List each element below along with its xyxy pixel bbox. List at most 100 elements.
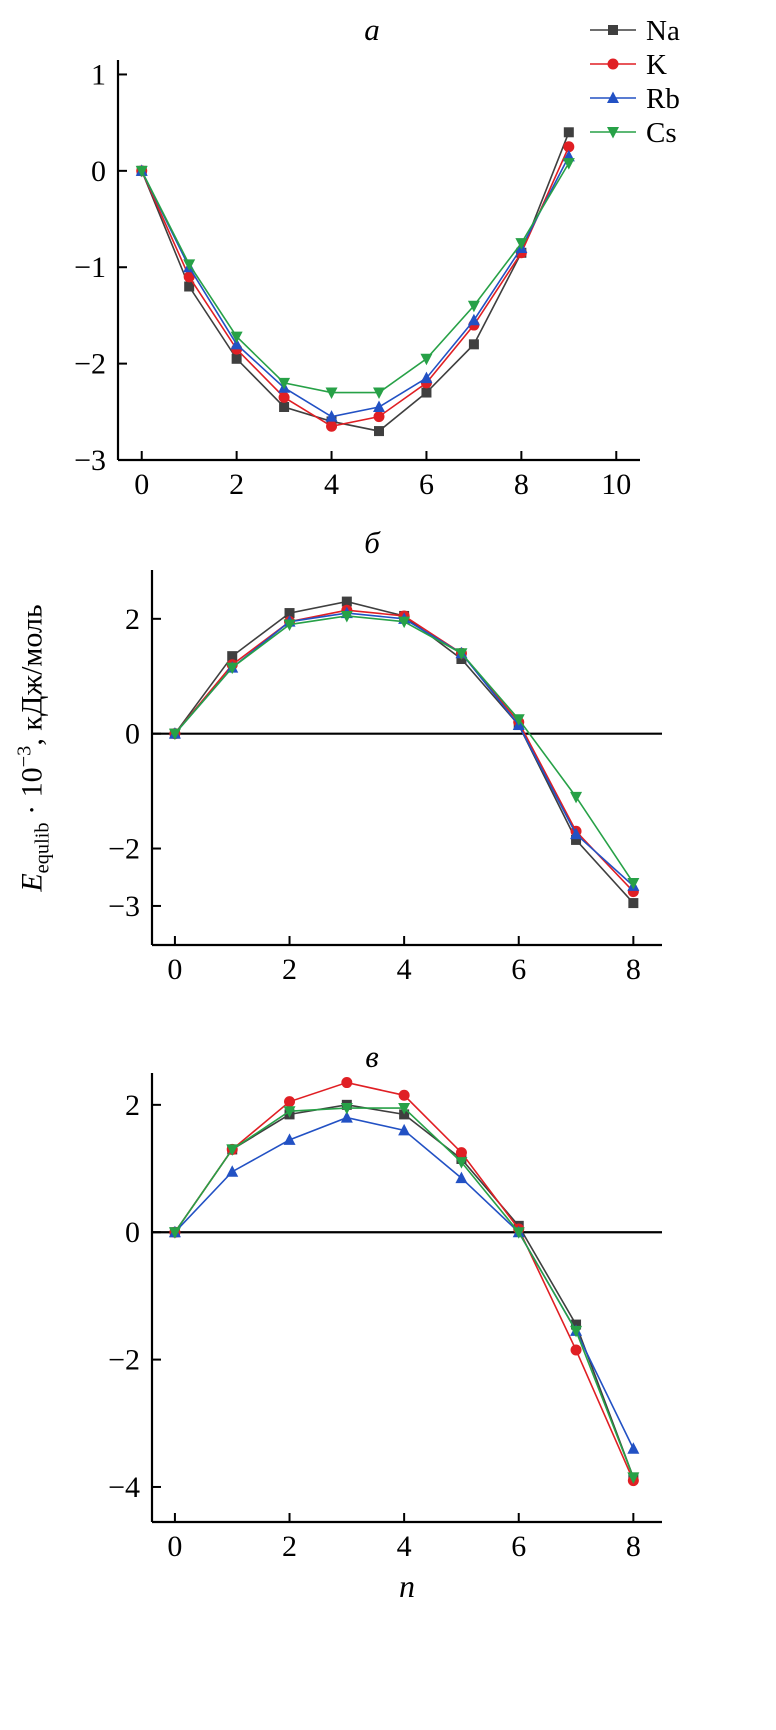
chart-panel-v: в 0 2 4 6 8 2 0 −2 −4 n (108, 1039, 662, 1604)
marker-triangle-down (627, 877, 640, 890)
x-tick-label: 0 (167, 1530, 182, 1563)
x-tick-label: 2 (282, 1530, 297, 1563)
x-tick-label: 0 (134, 468, 149, 501)
y-tick-label: −2 (108, 1344, 140, 1377)
marker-triangle-up (325, 410, 338, 422)
x-tick-label: 6 (511, 953, 526, 986)
marker-circle (455, 1147, 467, 1159)
series-line-Cs (174, 1107, 635, 1478)
marker-triangle-down (398, 616, 411, 629)
marker-triangle-down (230, 331, 243, 344)
marker-square (571, 834, 582, 845)
marker-triangle-down (515, 238, 528, 250)
marker-triangle-down (168, 1227, 181, 1239)
marker-triangle-down (325, 387, 338, 400)
marker-square (341, 596, 352, 607)
marker-triangle-down (340, 610, 353, 623)
y-tick-label: 0 (125, 1216, 140, 1249)
marker-triangle-down (420, 353, 433, 366)
y-tick-label: 1 (91, 58, 106, 91)
marker-circle (373, 411, 385, 423)
x-tick-label: 0 (167, 953, 182, 986)
marker-triangle-down (562, 158, 575, 170)
marker-circle (563, 141, 575, 153)
panel-title: б (364, 525, 381, 560)
marker-square (421, 387, 432, 398)
marker-triangle-down (455, 648, 468, 660)
y-tick-label: 2 (125, 603, 140, 636)
marker-triangle-down (570, 791, 583, 804)
panel-title: в (365, 1039, 378, 1074)
marker-square (227, 651, 238, 662)
marker-triangle-up (340, 1111, 353, 1123)
x-tick-label: 6 (419, 468, 434, 501)
marker-triangle-down (340, 1103, 353, 1115)
marker-triangle-down (168, 728, 181, 741)
marker-triangle-down (607, 127, 619, 139)
marker-square (231, 353, 242, 364)
marker-square (374, 426, 384, 437)
series-line-K (174, 609, 634, 893)
x-tick-label: 10 (601, 468, 631, 501)
legend-label-K: K (646, 49, 667, 81)
marker-triangle-up (627, 1442, 640, 1454)
marker-triangle-down (570, 1325, 583, 1338)
y-tick-label: 0 (125, 718, 140, 751)
series-line-Rb (141, 156, 570, 418)
marker-square (284, 608, 295, 619)
y-tick-label: −2 (108, 833, 140, 866)
y-tick-label: −1 (74, 251, 106, 284)
legend-label-Rb: Rb (646, 83, 680, 115)
marker-circle (183, 271, 195, 283)
marker-triangle-down (627, 1472, 640, 1484)
marker-triangle-up (467, 313, 480, 326)
x-tick-label: 8 (626, 953, 641, 986)
x-tick-label: 8 (626, 1530, 641, 1563)
marker-triangle-up (226, 1165, 239, 1177)
marker-triangle-down (226, 662, 239, 675)
legend-label-Cs: Cs (646, 117, 677, 149)
marker-triangle-down (455, 1157, 468, 1169)
series-line-Na (174, 600, 634, 904)
marker-triangle-down (135, 165, 148, 178)
marker-square (608, 25, 618, 35)
marker-circle (570, 1344, 582, 1356)
series-line-Rb (174, 612, 634, 887)
marker-square (628, 898, 639, 909)
marker-square (563, 127, 574, 138)
x-tick-label: 2 (229, 468, 244, 501)
y-tick-label: −3 (74, 444, 106, 477)
y-tick-label: 2 (125, 1089, 140, 1122)
marker-square (279, 401, 290, 412)
legend-label-Na: Na (646, 15, 680, 47)
y-tick-label: 0 (91, 155, 106, 188)
marker-triangle-up (607, 91, 619, 103)
marker-triangle-up (398, 1123, 411, 1136)
series-line-Cs (141, 162, 570, 394)
marker-triangle-down (283, 1106, 296, 1118)
marker-triangle-up (420, 371, 433, 384)
marker-triangle-down (373, 387, 385, 400)
marker-triangle-up (570, 827, 583, 840)
marker-triangle-up (230, 337, 243, 350)
x-tick-label: 2 (282, 953, 297, 986)
series-line-Na (174, 1104, 635, 1478)
x-tick-label: 8 (514, 468, 529, 501)
marker-circle (398, 1089, 410, 1101)
series-line-Rb (174, 1116, 635, 1450)
marker-circle (326, 420, 338, 432)
marker-triangle-down (283, 619, 296, 632)
marker-square (184, 281, 195, 292)
series-line-Na (140, 131, 570, 432)
marker-triangle-up (283, 1133, 296, 1145)
x-tick-label: 4 (324, 468, 339, 501)
marker-triangle-down (467, 300, 480, 313)
series-line-K (140, 146, 570, 428)
marker-circle (278, 391, 290, 403)
marker-triangle-up (455, 1171, 468, 1184)
chart-panel-b: б 0 2 4 6 8 2 0 −2 −3 (108, 525, 662, 986)
panel-title: а (364, 12, 380, 47)
marker-triangle-down (226, 1144, 239, 1156)
